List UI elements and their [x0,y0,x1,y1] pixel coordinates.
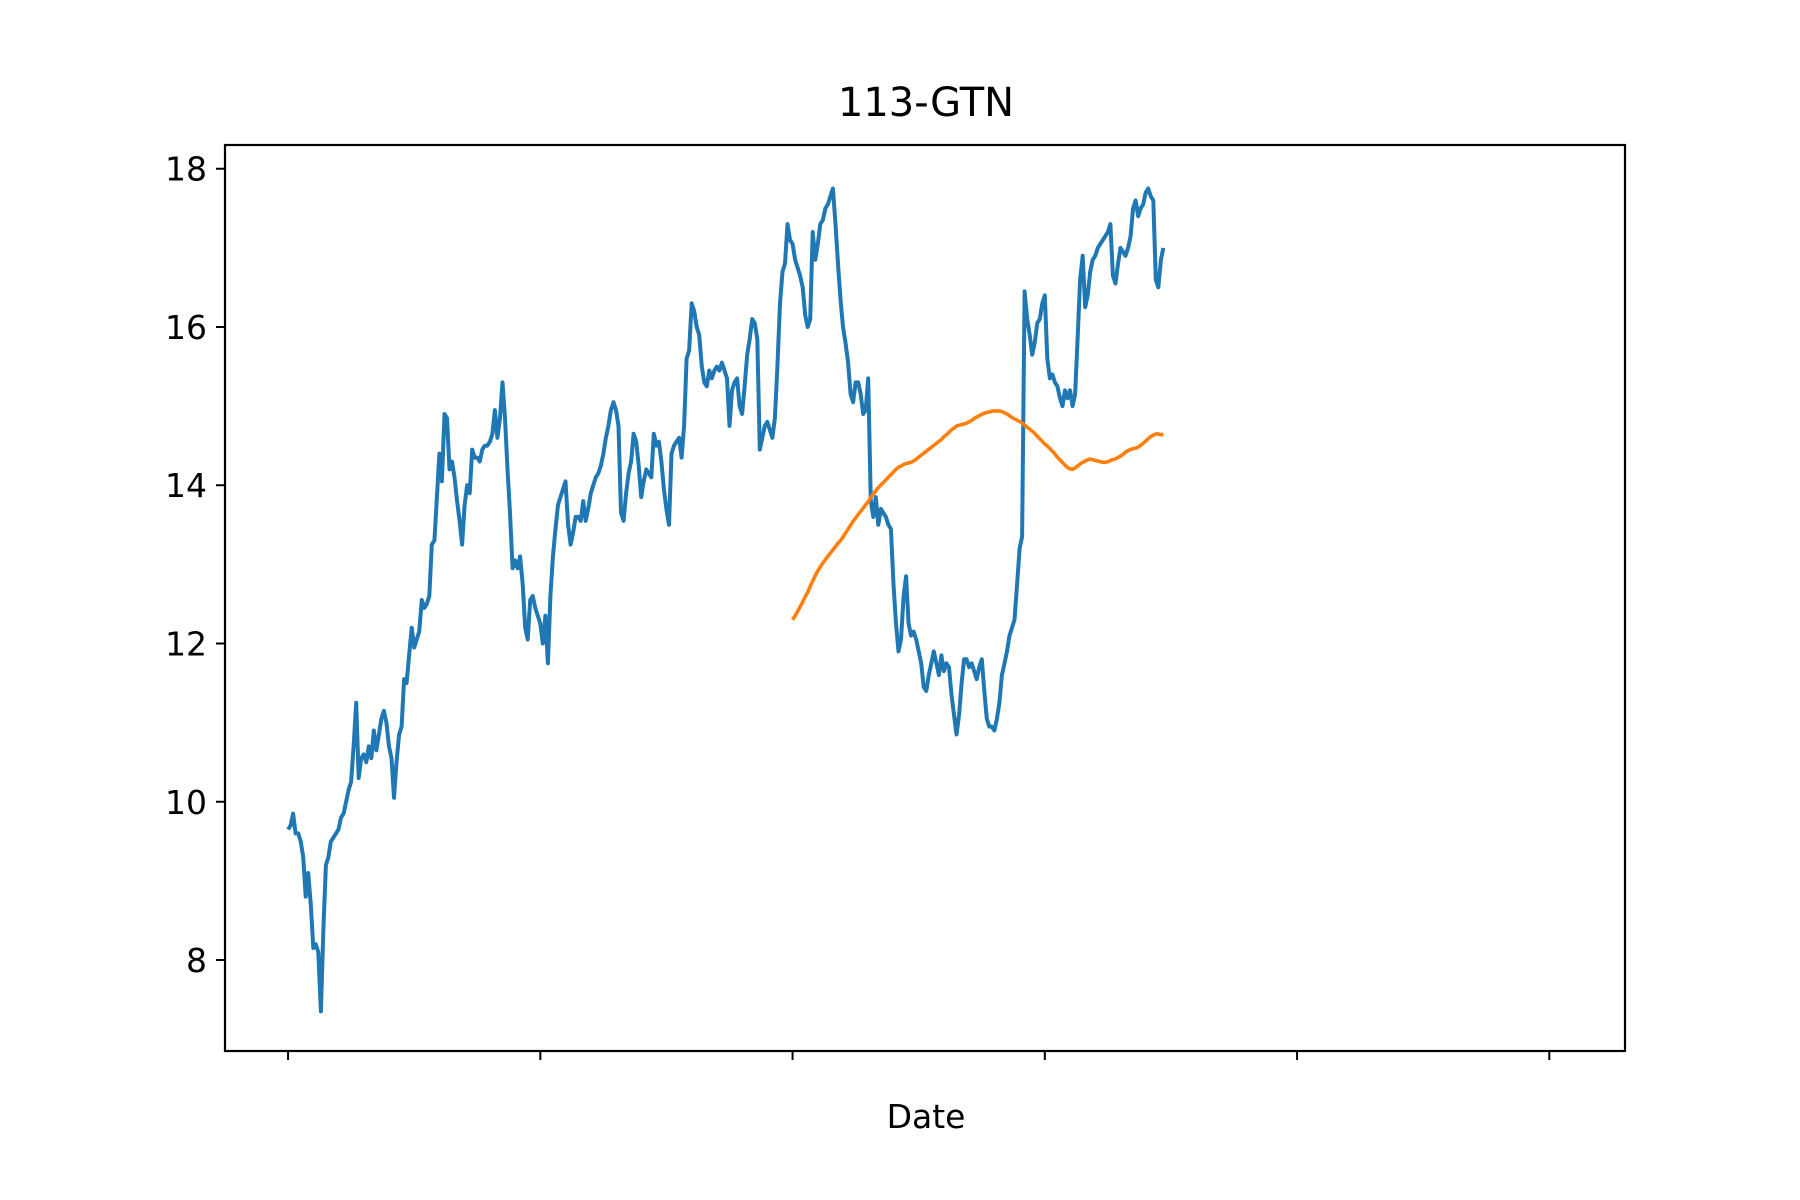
series-layer [286,186,1166,1014]
plot-frame [223,143,1627,1053]
y-tick-label: 8 [186,941,207,980]
y-tick-label: 18 [165,150,207,189]
series-line-1 [286,186,1166,1014]
x-axis-label: Date [887,1097,966,1136]
chart-title: 113-GTN [838,80,1014,126]
y-tick-label: 12 [165,624,207,663]
x-axis [287,1051,1551,1060]
series-line-2 [791,409,1164,621]
y-tick-label: 16 [165,308,207,347]
y-tick-label: 10 [165,783,207,822]
y-tick-label: 14 [165,466,207,505]
y-axis: 8 10 12 14 16 18 [165,150,225,980]
